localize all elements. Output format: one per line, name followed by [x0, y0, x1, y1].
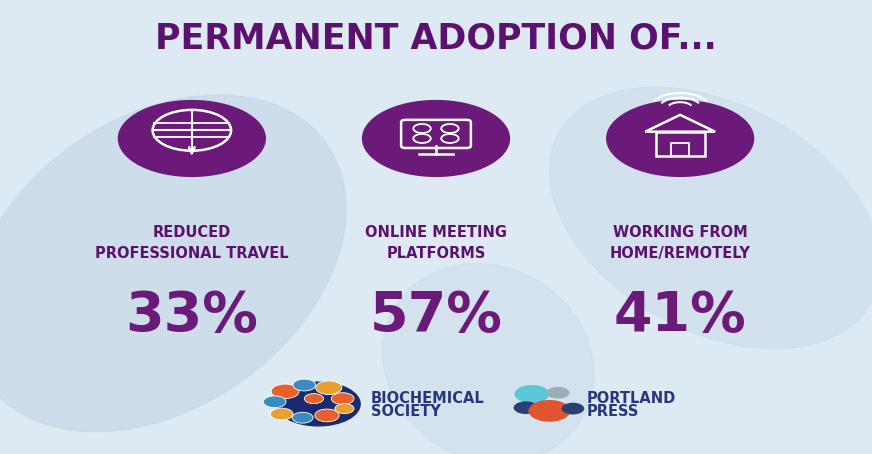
Text: PERMANENT ADOPTION OF...: PERMANENT ADOPTION OF...	[155, 22, 717, 55]
Circle shape	[270, 408, 293, 420]
Text: ONLINE MEETING
PLATFORMS: ONLINE MEETING PLATFORMS	[365, 225, 507, 261]
Circle shape	[304, 394, 324, 404]
Circle shape	[562, 403, 584, 415]
Circle shape	[514, 401, 538, 414]
Text: 33%: 33%	[126, 289, 258, 342]
Circle shape	[362, 100, 510, 177]
Text: 41%: 41%	[614, 289, 746, 342]
Polygon shape	[549, 87, 872, 349]
Text: REDUCED
PROFESSIONAL TRAVEL: REDUCED PROFESSIONAL TRAVEL	[95, 225, 289, 261]
Circle shape	[606, 100, 754, 177]
Circle shape	[514, 385, 549, 403]
Text: BIOCHEMICAL: BIOCHEMICAL	[371, 391, 484, 406]
Text: PORTLAND: PORTLAND	[587, 391, 676, 406]
Bar	[671, 143, 689, 156]
Text: PRESS: PRESS	[587, 404, 639, 419]
Text: 57%: 57%	[370, 289, 502, 342]
Circle shape	[547, 387, 569, 399]
Circle shape	[528, 400, 570, 422]
Polygon shape	[383, 264, 594, 454]
Circle shape	[315, 409, 339, 422]
Circle shape	[335, 404, 354, 414]
Text: SOCIETY: SOCIETY	[371, 404, 440, 419]
Bar	[656, 132, 705, 156]
Circle shape	[263, 396, 286, 408]
Circle shape	[271, 384, 299, 399]
Circle shape	[293, 379, 316, 391]
Text: WORKING FROM
HOME/REMOTELY: WORKING FROM HOME/REMOTELY	[610, 225, 751, 261]
Circle shape	[292, 412, 313, 423]
Circle shape	[276, 382, 360, 426]
Circle shape	[118, 100, 266, 177]
Circle shape	[316, 381, 342, 395]
Polygon shape	[0, 95, 346, 432]
Circle shape	[331, 393, 354, 405]
